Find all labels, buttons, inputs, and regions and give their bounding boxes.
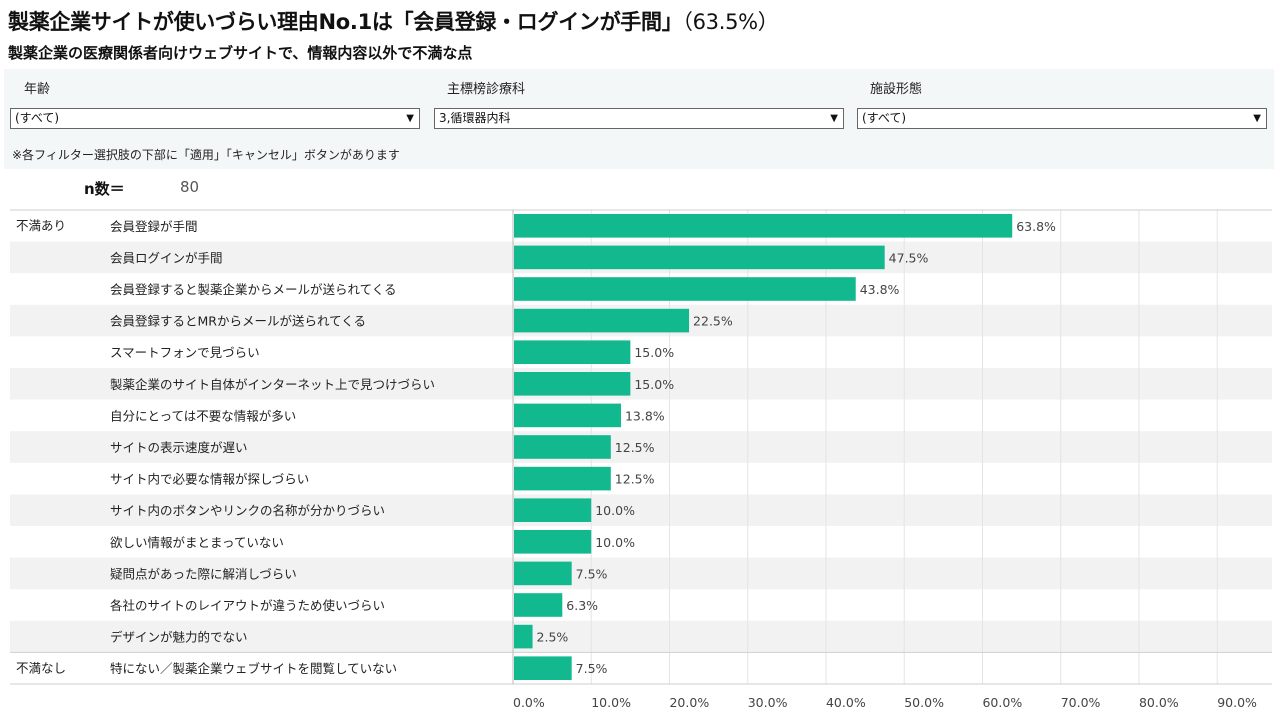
title-main: 製薬企業サイトが使いづらい理由No.1は「会員登録・ログインが手間」 [8,10,683,34]
bar [514,498,592,522]
sample-size-value: 80 [180,178,200,196]
value-label: 2.5% [537,630,569,645]
category-label: 会員登録すると製薬企業からメールが送られてくる [110,282,397,297]
category-label: 欲しい情報がまとまっていない [110,535,284,550]
bar [514,656,572,680]
bar [514,466,611,491]
x-tick-label: 50.0% [904,695,944,710]
category-label: サイト内のボタンやリンクの名称が分かりづらい [110,503,385,518]
category-label: スマートフォンで見づらい [110,345,260,360]
bar [514,340,631,364]
category-label: サイト内で必要な情報が探しづらい [110,472,309,487]
department-filter-value: 3,循環器内科 [439,111,511,125]
sample-size-label: n数＝ [84,180,125,198]
value-label: 10.0% [595,503,635,518]
value-label: 6.3% [566,598,598,613]
department-filter-select[interactable]: 3,循環器内科 ▼ [434,108,844,129]
x-tick-label: 20.0% [669,695,709,710]
x-tick-label: 40.0% [826,695,866,710]
page-title: 製薬企業サイトが使いづらい理由No.1は「会員登録・ログインが手間」（63.5%… [8,6,779,36]
bar [514,308,690,333]
bar [514,403,621,428]
x-tick-label: 60.0% [982,695,1022,710]
row-band [10,368,1272,400]
dropdown-arrow-icon: ▼ [406,113,414,124]
value-label: 7.5% [576,566,608,581]
facility-filter-value: (すべて) [862,111,907,125]
category-label: 各社のサイトのレイアウトが違うため使いづらい [110,598,385,613]
bar [514,593,563,617]
x-tick-label: 10.0% [591,695,631,710]
category-label: 会員ログインが手間 [110,250,223,265]
bar [514,561,572,586]
group-label: 不満あり [16,218,66,233]
value-label: 15.0% [634,345,674,360]
row-band [10,431,1272,463]
facility-filter-label: 施設形態 [870,82,923,97]
x-tick-label: 0.0% [513,695,545,710]
x-tick-label: 80.0% [1139,695,1179,710]
page-subtitle: 製薬企業の医療関係者向けウェブサイトで、情報内容以外で不満な点 [8,44,473,62]
value-label: 63.8% [1016,219,1056,234]
dropdown-arrow-icon: ▼ [830,113,838,124]
category-label: 会員登録するとMRからメールが送られてくる [110,314,366,329]
age-filter-value: (すべて) [15,111,60,125]
value-label: 12.5% [615,440,655,455]
row-band [10,494,1272,526]
bar [514,372,631,396]
value-label: 43.8% [860,282,900,297]
bar [514,277,856,301]
category-label: 会員登録が手間 [110,219,198,234]
department-filter-label: 主標榜診療科 [447,82,526,97]
value-label: 22.5% [693,314,733,329]
title-percentage: （63.5%） [682,10,779,34]
filter-note: ※各フィルター選択肢の下部に「適用」「キャンセル」ボタンがあります [12,148,400,162]
bar [514,245,885,270]
bar [514,624,533,649]
value-label: 13.8% [625,408,665,423]
x-tick-label: 30.0% [748,695,788,710]
dropdown-arrow-icon: ▼ [1253,113,1261,124]
category-label: 製薬企業のサイト自体がインターネット上で見つけづらい [110,377,435,392]
value-label: 7.5% [576,661,608,676]
x-tick-label: 70.0% [1061,695,1101,710]
value-label: 15.0% [634,377,674,392]
category-label: 自分にとっては不要な情報が多い [110,408,296,423]
x-tick-label: 90.0% [1217,695,1257,710]
group-label: 不満なし [16,660,66,675]
value-label: 10.0% [595,535,635,550]
facility-filter-select[interactable]: (すべて) ▼ [857,108,1267,129]
value-label: 47.5% [889,250,929,265]
age-filter-select[interactable]: (すべて) ▼ [10,108,420,129]
bar [514,435,611,459]
category-label: サイトの表示速度が遅い [110,440,248,455]
bar [514,530,592,554]
bar [514,214,1013,238]
category-label: デザインが魅力的でない [110,630,248,645]
age-filter-label: 年齢 [24,82,51,97]
category-label: 特にない／製薬企業ウェブサイトを閲覧していない [110,661,397,676]
row-band [10,620,1272,653]
category-label: 疑問点があった際に解消しづらい [110,566,297,581]
row-band [10,557,1272,590]
value-label: 12.5% [615,472,655,487]
filter-panel: 年齢 (すべて) ▼ 主標榜診療科 3,循環器内科 ▼ 施設形態 (すべて) ▼… [4,69,1274,169]
